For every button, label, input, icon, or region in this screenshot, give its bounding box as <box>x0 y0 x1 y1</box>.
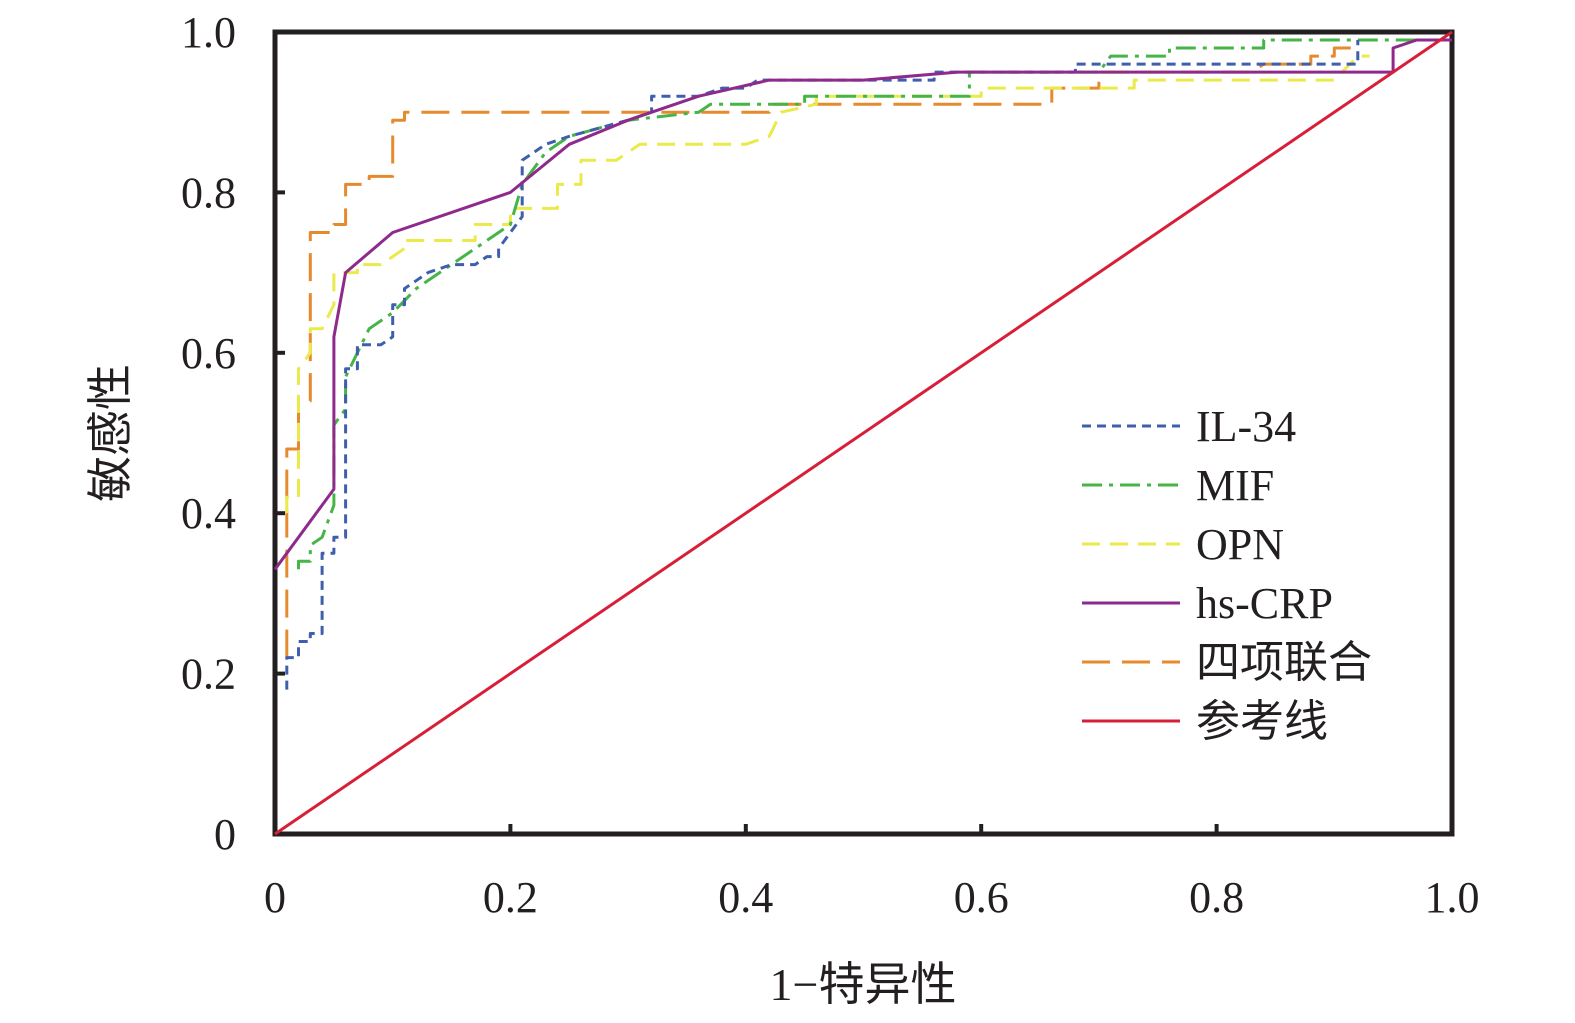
series-line-5 <box>274 30 1453 836</box>
y-tick-label: 0.6 <box>181 329 236 378</box>
x-tick-label: 0.6 <box>954 873 1009 922</box>
legend-label: hs-CRP <box>1196 579 1333 628</box>
x-tick-label: 0.8 <box>1189 873 1244 922</box>
legend-label: OPN <box>1196 520 1284 569</box>
x-axis-title: 1−特异性 <box>770 959 957 1010</box>
legend-label: 参考线 <box>1196 697 1328 746</box>
y-tick-label: 0.8 <box>181 168 236 217</box>
x-tick-label: 1.0 <box>1425 873 1480 922</box>
y-axis-title: 敏感性 <box>85 364 136 502</box>
y-tick-label: 0.4 <box>181 489 236 538</box>
x-tick-label: 0 <box>264 873 286 922</box>
series-line-1 <box>297 38 1452 570</box>
y-tick-label: 0.2 <box>181 650 236 699</box>
series-line-3 <box>273 38 1452 571</box>
series-line-2 <box>285 54 1370 514</box>
legend-label: MIF <box>1196 461 1274 510</box>
x-axis-ticks: 0 0.2 0.4 0.6 0.8 1.0 <box>264 824 1480 922</box>
y-axis-ticks: 0 0.2 0.4 0.6 0.8 1.0 <box>181 8 285 859</box>
y-tick-label: 1.0 <box>181 8 236 57</box>
x-tick-label: 0.4 <box>718 873 773 922</box>
series-layer <box>273 30 1453 836</box>
legend-label: 四项联合 <box>1196 638 1372 687</box>
plot-frame <box>272 29 1455 837</box>
series-line-0 <box>285 40 1360 690</box>
x-tick-label: 0.2 <box>483 873 538 922</box>
legend-label: IL-34 <box>1196 402 1296 451</box>
y-tick-label: 0 <box>214 810 236 859</box>
